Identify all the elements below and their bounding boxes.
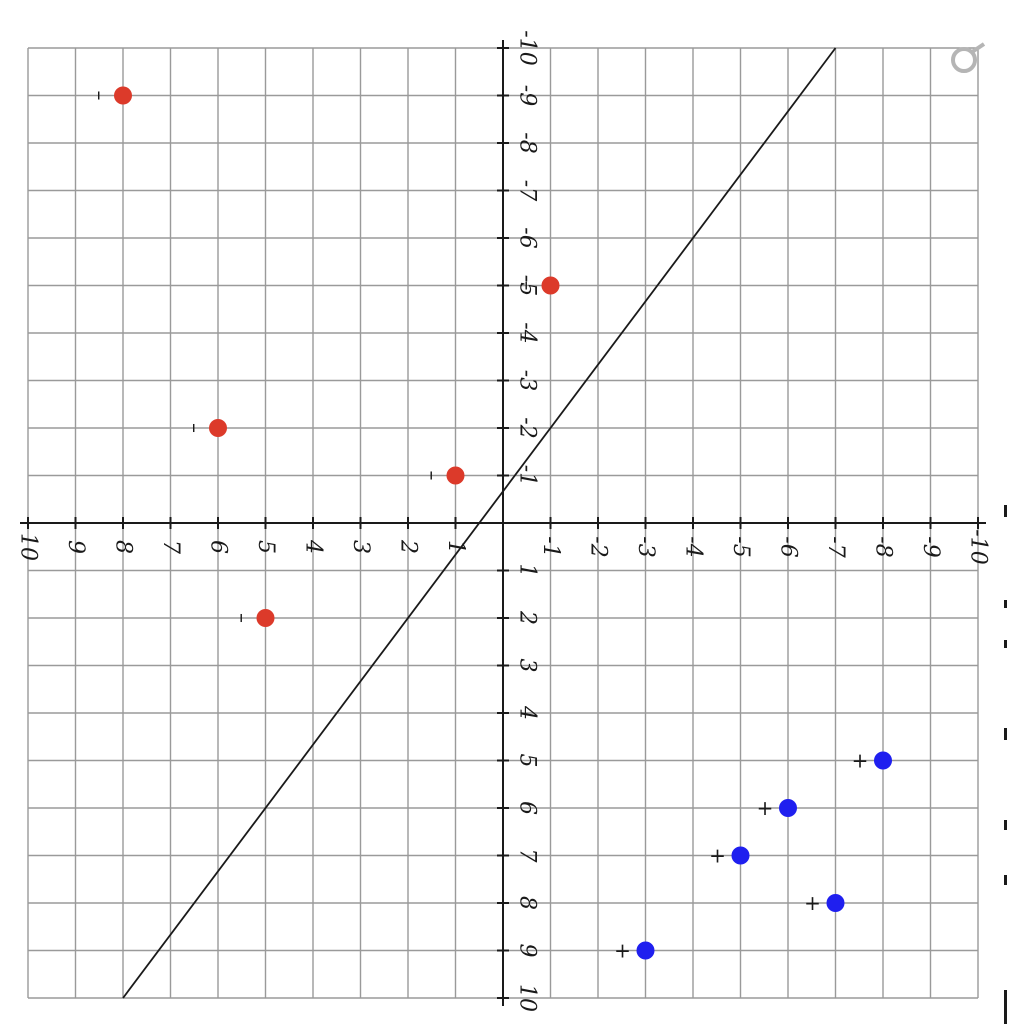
y-tick-label: 1 bbox=[443, 540, 468, 554]
x-tick-label: 10 bbox=[515, 984, 540, 1012]
positive-point bbox=[636, 941, 655, 960]
y-tick-label: -3 bbox=[633, 536, 658, 557]
data-points bbox=[114, 86, 892, 960]
positive-point bbox=[779, 799, 797, 817]
x-tick-label: -5 bbox=[515, 275, 540, 296]
y-tick-label: -2 bbox=[586, 536, 611, 557]
y-tick-label: -8 bbox=[871, 536, 896, 557]
y-tick-label: 4 bbox=[301, 539, 326, 554]
y-tick-label: -4 bbox=[681, 536, 706, 557]
y-tick-label: 10 bbox=[16, 533, 41, 561]
minus-mark: – bbox=[231, 613, 255, 623]
x-tick-label: 6 bbox=[515, 801, 540, 815]
positive-point bbox=[874, 751, 892, 770]
edge-mark bbox=[1004, 505, 1007, 517]
edge-mark bbox=[1004, 990, 1007, 1024]
y-tick-label: 9 bbox=[63, 540, 88, 554]
negative-point bbox=[446, 466, 465, 485]
axes bbox=[20, 40, 986, 1006]
y-tick-label: -1 bbox=[538, 536, 563, 557]
negative-point bbox=[541, 276, 560, 295]
edge-mark bbox=[1004, 820, 1007, 830]
y-tick-label: -9 bbox=[918, 536, 943, 557]
edge-mark bbox=[1004, 600, 1007, 608]
x-tick-label: 5 bbox=[515, 754, 540, 768]
x-tick-label: 2 bbox=[515, 610, 540, 625]
minus-mark: – bbox=[421, 471, 445, 481]
y-tick-label: -5 bbox=[728, 536, 753, 557]
y-tick-label: 3 bbox=[348, 540, 373, 554]
x-tick-label: 4 bbox=[515, 705, 540, 720]
x-tick-label: -7 bbox=[515, 180, 540, 201]
edge-mark bbox=[1004, 640, 1007, 648]
edge-mark bbox=[1004, 875, 1007, 885]
sign-marks: + + + + + – – – – – bbox=[88, 91, 868, 963]
negative-point bbox=[114, 86, 132, 105]
x-tick-label: 8 bbox=[515, 896, 540, 910]
x-tick-label: 1 bbox=[515, 564, 540, 578]
plus-mark: + bbox=[757, 796, 774, 820]
y-tick-label: -10 bbox=[966, 529, 991, 564]
positive-point bbox=[826, 894, 845, 912]
minus-mark: – bbox=[183, 423, 207, 433]
positive-point bbox=[731, 846, 750, 865]
x-tick-label: -9 bbox=[515, 85, 540, 106]
plus-mark: + bbox=[804, 891, 821, 915]
y-tick-label: 6 bbox=[206, 540, 231, 554]
x-tick-label: -6 bbox=[515, 227, 540, 248]
minus-mark: – bbox=[516, 281, 540, 291]
negative-point bbox=[209, 419, 227, 437]
y-tick-label: -6 bbox=[776, 536, 801, 557]
y-tick-label: -7 bbox=[823, 536, 848, 557]
x-tick-label: -8 bbox=[515, 132, 540, 153]
x-tick-label: -1 bbox=[515, 465, 540, 486]
x-tick-label: -4 bbox=[515, 322, 540, 343]
plus-mark: + bbox=[852, 749, 869, 773]
edge-mark bbox=[1004, 728, 1007, 740]
y-tick-label: 5 bbox=[253, 540, 278, 554]
decision-line bbox=[122, 47, 837, 999]
x-tick-label: 3 bbox=[515, 659, 540, 673]
negative-point bbox=[256, 609, 275, 627]
y-tick-label: 8 bbox=[111, 540, 136, 554]
x-tick-label: 7 bbox=[515, 849, 540, 863]
plus-mark: + bbox=[709, 844, 726, 868]
x-tick-label: 9 bbox=[515, 944, 540, 958]
x-tick-label: -2 bbox=[515, 417, 540, 438]
minus-mark: – bbox=[88, 91, 112, 101]
y-tick-label: 2 bbox=[396, 539, 421, 554]
settings-icon[interactable] bbox=[948, 38, 988, 78]
y-tick-label: 7 bbox=[158, 540, 183, 554]
separator-line bbox=[122, 47, 837, 999]
plus-mark: + bbox=[614, 939, 631, 963]
x-tick-label: -3 bbox=[515, 370, 540, 391]
tick-labels: -10 -9 -8 -7 -6 -5 -4 -3 -2 -1 1 2 3 4 5 6 7 8 9 10 -10 -9 -8 -… bbox=[16, 30, 991, 1012]
x-tick-label: -10 bbox=[515, 30, 540, 65]
